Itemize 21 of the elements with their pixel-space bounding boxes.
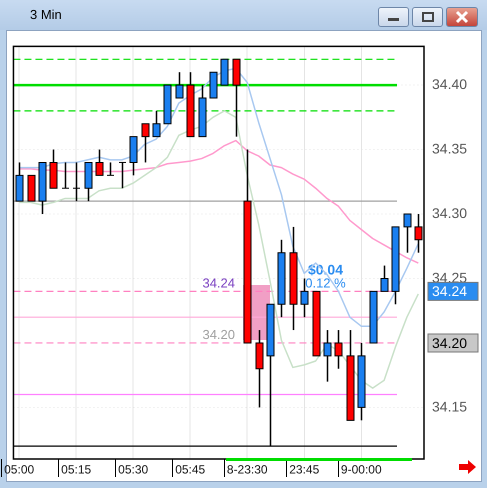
candlestick: [106, 162, 114, 176]
x-tick-label: 05:00: [4, 462, 34, 477]
candlestick: [72, 162, 80, 202]
candlestick: [62, 162, 70, 189]
y-tick-label: 34.15: [432, 398, 468, 414]
y-tick-label: 34.40: [432, 76, 468, 92]
ref-line-label: 34.24: [432, 283, 468, 300]
chart-title: 3 Min: [30, 7, 62, 22]
x-tick-label: 9-00:00: [340, 462, 382, 477]
x-tick-label: 05:15: [61, 462, 92, 477]
x-tick-label: 05:45: [175, 462, 206, 477]
annotation: 34.24: [202, 275, 235, 290]
ref-line-label: 34.20: [432, 334, 468, 351]
x-tick-label: 8-23:30: [226, 462, 268, 477]
candlestick: [118, 162, 126, 189]
annotation: 34.20: [202, 327, 235, 342]
x-tick-label: 23:45: [289, 462, 320, 477]
x-tick-label: 05:30: [118, 462, 149, 477]
annotation: 0.12 %: [305, 275, 346, 290]
y-tick-label: 34.35: [432, 140, 468, 156]
y-tick-label: 34.30: [432, 204, 468, 221]
